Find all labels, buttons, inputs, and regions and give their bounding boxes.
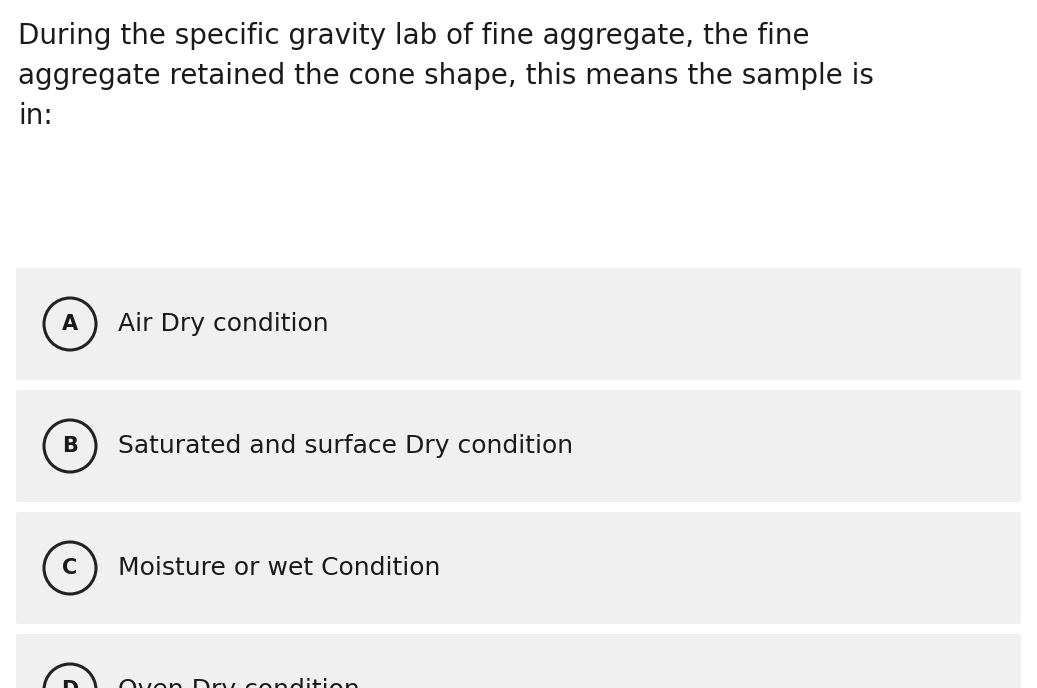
Text: C: C: [62, 558, 78, 578]
Text: Saturated and surface Dry condition: Saturated and surface Dry condition: [118, 434, 573, 458]
Circle shape: [44, 542, 96, 594]
Circle shape: [44, 664, 96, 688]
FancyBboxPatch shape: [16, 634, 1021, 688]
Circle shape: [44, 420, 96, 472]
FancyBboxPatch shape: [16, 512, 1021, 624]
FancyBboxPatch shape: [16, 268, 1021, 380]
Text: During the specific gravity lab of fine aggregate, the fine
aggregate retained t: During the specific gravity lab of fine …: [18, 22, 874, 130]
Text: A: A: [62, 314, 78, 334]
Text: Oven Dry condition: Oven Dry condition: [118, 678, 360, 688]
Text: Moisture or wet Condition: Moisture or wet Condition: [118, 556, 441, 580]
Text: Air Dry condition: Air Dry condition: [118, 312, 329, 336]
Circle shape: [44, 298, 96, 350]
FancyBboxPatch shape: [16, 390, 1021, 502]
Text: B: B: [62, 436, 78, 456]
Text: D: D: [61, 680, 79, 688]
